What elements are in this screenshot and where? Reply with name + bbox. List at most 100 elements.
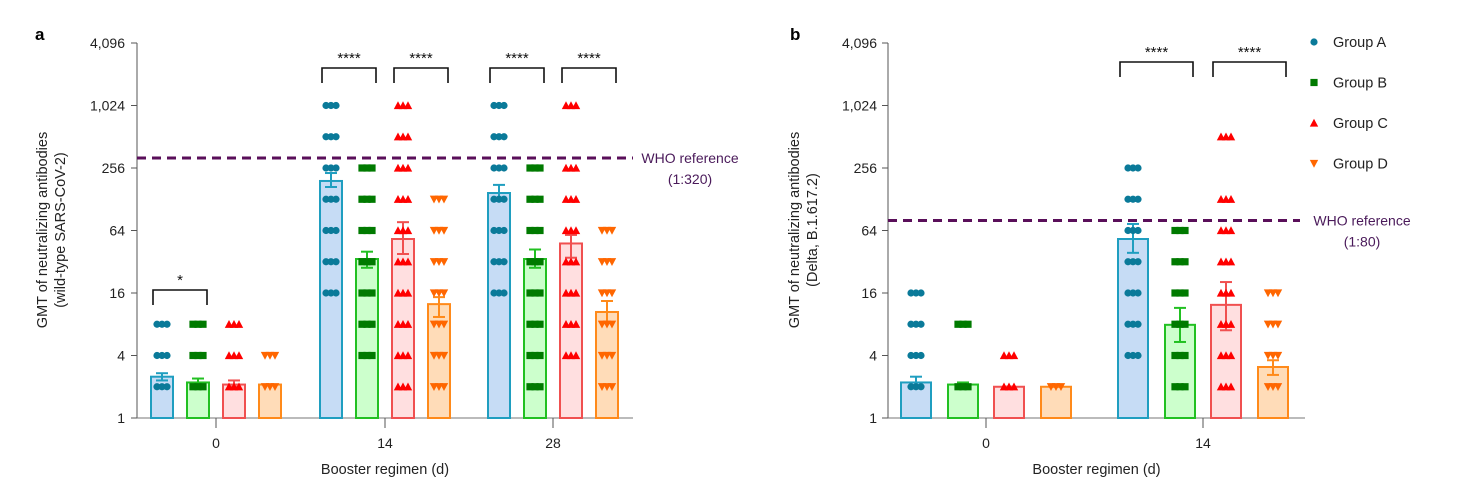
- data-point: [912, 383, 920, 391]
- data-point: [158, 320, 166, 328]
- data-point: [959, 383, 967, 391]
- data-point: [1181, 351, 1189, 360]
- x-axis-label: Booster regimen (d): [1032, 462, 1160, 478]
- data-point: [959, 320, 967, 328]
- data-point: [363, 164, 371, 172]
- data-point: [327, 195, 335, 203]
- data-point: [322, 101, 330, 110]
- data-point: [1226, 257, 1236, 266]
- legend: Group A Group B Group C Group D: [1309, 35, 1388, 173]
- data-point: [1129, 195, 1137, 203]
- data-point: [403, 382, 413, 391]
- data-point: [363, 258, 371, 266]
- data-point: [536, 351, 544, 360]
- y-tick-label: 1: [117, 410, 125, 426]
- x-tick-label: 28: [545, 435, 561, 451]
- data-point: [571, 101, 581, 110]
- data-point: [526, 289, 534, 297]
- data-point: [907, 383, 915, 391]
- data-point: [368, 164, 376, 172]
- data-point: [332, 101, 340, 110]
- data-point: [526, 226, 534, 235]
- significance-label: *: [177, 272, 183, 289]
- legend-label: Group D: [1333, 157, 1388, 173]
- data-point: [500, 289, 508, 297]
- data-point: [536, 258, 544, 266]
- data-point: [1176, 258, 1184, 266]
- data-point: [917, 320, 925, 328]
- data-point: [322, 133, 330, 141]
- data-point: [1226, 195, 1236, 203]
- data-point: [526, 351, 534, 360]
- legend-marker: [1309, 118, 1319, 127]
- data-point: [531, 226, 539, 235]
- data-point: [536, 164, 544, 172]
- legend-marker: [1309, 159, 1319, 168]
- y-tick-label: 4,096: [842, 35, 877, 51]
- data-point: [439, 351, 449, 360]
- data-point: [526, 164, 534, 172]
- data-point: [1226, 226, 1236, 235]
- data-point: [1273, 351, 1283, 360]
- data-point: [368, 320, 376, 328]
- x-tick-label: 14: [377, 435, 393, 451]
- data-point: [495, 195, 503, 203]
- data-point: [490, 195, 498, 203]
- data-point: [1226, 132, 1236, 141]
- data-point: [1129, 164, 1137, 172]
- who-reference-label: (1:320): [668, 171, 712, 187]
- data-point: [332, 289, 340, 297]
- significance-label: ****: [505, 50, 529, 67]
- significance-bracket: [489, 67, 545, 83]
- data-point: [189, 383, 197, 391]
- data-point: [403, 101, 413, 110]
- data-point: [1134, 258, 1142, 266]
- x-tick-label: 14: [1195, 435, 1211, 451]
- data-point: [1176, 320, 1184, 328]
- data-point: [1176, 226, 1184, 235]
- data-point: [1171, 351, 1179, 360]
- significance-bracket: [561, 67, 617, 83]
- y-axis-label: (Delta, B.1.617.2): [805, 173, 821, 287]
- y-tick-label: 4,096: [90, 35, 125, 51]
- data-point: [403, 226, 413, 235]
- data-point: [439, 383, 449, 391]
- bar: [391, 238, 415, 419]
- data-point: [1124, 320, 1132, 328]
- data-point: [322, 226, 330, 235]
- y-tick-label: 256: [102, 160, 126, 176]
- data-point: [439, 226, 449, 235]
- data-point: [439, 320, 449, 329]
- data-point: [322, 195, 330, 203]
- data-point: [327, 226, 335, 235]
- data-point: [194, 320, 202, 328]
- x-tick-label: 0: [982, 435, 990, 451]
- data-point: [571, 351, 581, 360]
- data-point: [531, 351, 539, 360]
- data-point: [1009, 351, 1019, 360]
- data-point: [358, 351, 366, 360]
- data-point: [1273, 320, 1283, 329]
- data-point: [368, 351, 376, 360]
- data-point: [917, 289, 925, 297]
- data-point: [907, 289, 915, 297]
- who-reference-label: WHO reference: [1313, 212, 1410, 228]
- data-point: [439, 258, 449, 266]
- data-point: [1009, 382, 1019, 391]
- y-tick-label: 4: [869, 348, 877, 364]
- data-point: [495, 258, 503, 266]
- data-point: [607, 258, 617, 266]
- data-point: [332, 133, 340, 141]
- data-point: [199, 383, 207, 391]
- x-axis-label: Booster regimen (d): [321, 462, 449, 478]
- data-point: [536, 226, 544, 235]
- data-point: [536, 195, 544, 203]
- y-tick-label: 1,024: [842, 98, 877, 114]
- data-point: [153, 351, 161, 360]
- data-point: [495, 164, 503, 172]
- data-point: [368, 226, 376, 235]
- data-point: [1134, 289, 1142, 297]
- data-point: [1134, 164, 1142, 172]
- data-point: [907, 320, 915, 328]
